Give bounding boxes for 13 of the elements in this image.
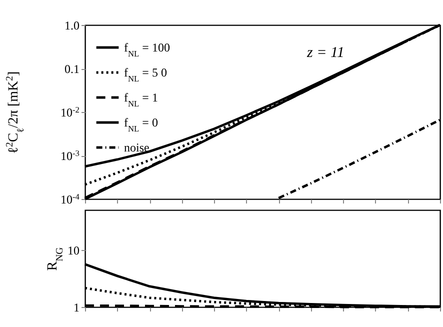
legend-label: f$_{NL}$ = 5 0 <box>124 66 167 83</box>
y-tick-label: 10$^{-2}$ <box>60 105 80 120</box>
y-tick-label: 0.1 <box>64 62 80 76</box>
legend-label: f$_{NL}$ = 100 <box>124 40 170 58</box>
y-tick-label: 10$^{-3}$ <box>60 148 80 163</box>
annotation: z = 11 <box>306 45 344 61</box>
legend-label: f$_{NL}$ = 0 <box>124 116 158 133</box>
y-tick-label: 1 <box>74 300 80 314</box>
legend-label: noise <box>124 140 150 154</box>
y-tick-label: 1.0 <box>64 18 80 32</box>
legend-label: f$_{NL}$ = 1 <box>124 90 158 108</box>
y-tick-label: 10$^{-4}$ <box>60 192 80 206</box>
y-tick-label: 10 <box>68 243 80 258</box>
